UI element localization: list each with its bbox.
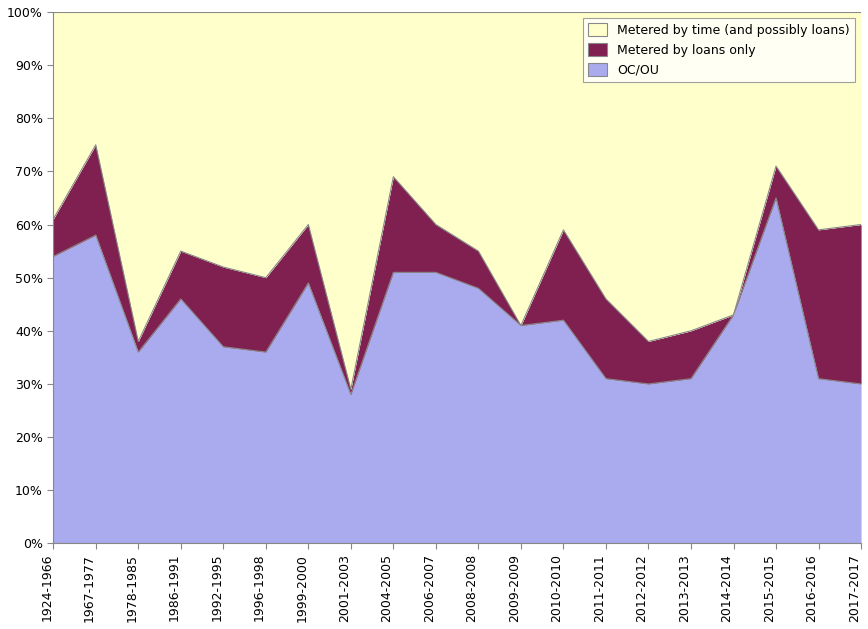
Legend: Metered by time (and possibly loans), Metered by loans only, OC/OU: Metered by time (and possibly loans), Me… — [583, 18, 855, 82]
